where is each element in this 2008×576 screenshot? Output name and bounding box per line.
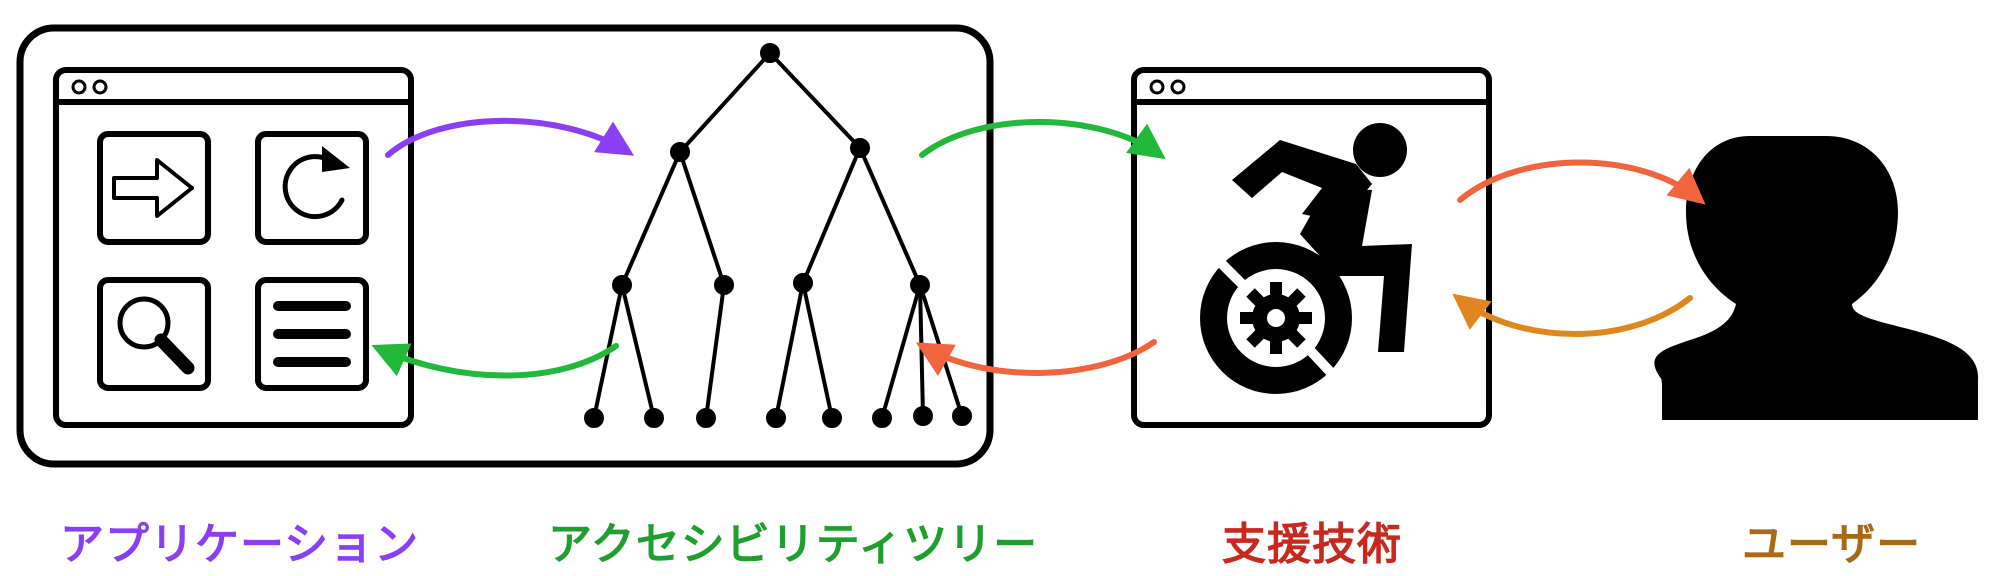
caption-application: アプリケーション	[60, 519, 420, 570]
tree-icon	[584, 43, 972, 428]
tree-node	[850, 138, 870, 158]
arrow-right-button[interactable]	[97, 131, 211, 245]
caption-assistive-technology: 支援技術	[1222, 519, 1402, 570]
arrow-right-icon	[112, 158, 194, 218]
caption-user: ユーザー	[1742, 519, 1922, 570]
flow-arrow-app-to-tree	[385, 117, 635, 158]
tree-node	[910, 275, 930, 295]
accessible-wheelchair-gear-icon	[1200, 123, 1412, 394]
flow-arrow-at-to-tree	[915, 339, 1157, 376]
flow-arrow-tree-to-at	[919, 119, 1166, 160]
flow-arrow-tree-to-app	[371, 343, 619, 379]
system-container	[16, 24, 994, 468]
window-dot-icon	[1149, 79, 1165, 95]
tree-node	[584, 408, 604, 428]
tree-node	[872, 408, 892, 428]
application-window	[53, 67, 414, 428]
window-dot-icon	[92, 79, 108, 95]
window-dot-icon	[71, 79, 87, 95]
refresh-icon	[282, 154, 345, 220]
search-icon	[117, 296, 195, 375]
tree-node	[793, 273, 813, 293]
caption-accessibility-tree: アクセシビリティツリー	[548, 519, 1039, 570]
menu-icon	[273, 301, 351, 367]
window-dot-icon	[1170, 79, 1186, 95]
refresh-button[interactable]	[255, 131, 369, 245]
tree-node	[760, 43, 780, 63]
flow-arrow-at-to-user	[1457, 159, 1706, 205]
tree-node	[696, 408, 716, 428]
tree-node	[670, 142, 690, 162]
menu-button[interactable]	[255, 277, 369, 391]
tree-node	[714, 275, 734, 295]
tree-node	[952, 406, 972, 426]
tree-node	[766, 408, 786, 428]
tree-node	[822, 408, 842, 428]
flow-arrow-user-to-at	[1452, 293, 1693, 337]
tree-node	[612, 275, 632, 295]
search-button[interactable]	[97, 277, 211, 391]
tree-node	[913, 406, 933, 426]
tree-node	[644, 408, 664, 428]
assistive-technology-window	[1131, 67, 1492, 428]
